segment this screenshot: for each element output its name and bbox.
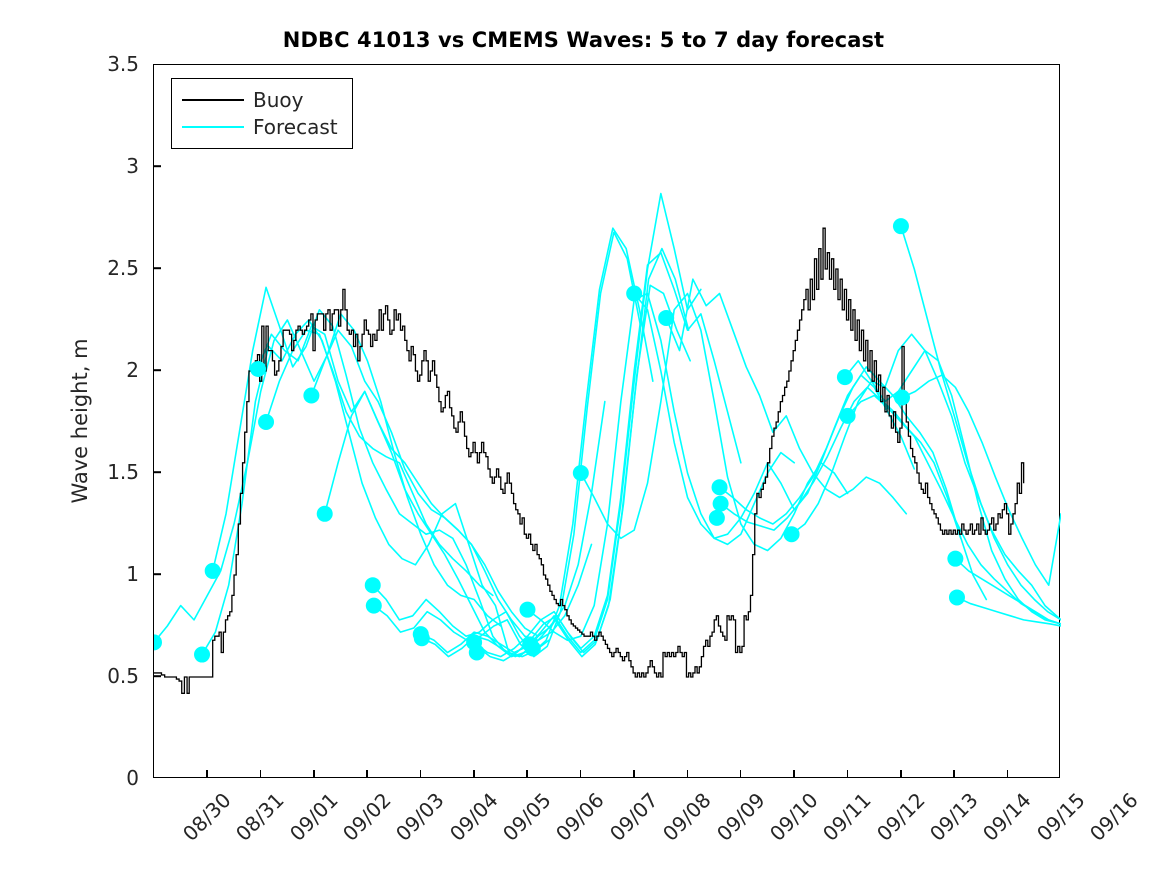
forecast-start-marker-16 [572, 465, 589, 481]
y-tick-label: 1 [126, 562, 139, 586]
x-tick-mark [686, 770, 689, 778]
legend-item-buoy: Buoy [182, 86, 338, 113]
page-title: NDBC 41013 vs CMEMS Waves: 5 to 7 day fo… [282, 28, 885, 52]
forecast-run-23 [901, 374, 1061, 586]
forecast-start-marker-7 [364, 577, 381, 594]
x-tick-mark [633, 770, 635, 778]
forecast-run-19 [790, 333, 1061, 621]
y-tick-label: 3.5 [107, 52, 139, 76]
forecast-run-7 [371, 227, 654, 654]
y-tick-mark [153, 369, 161, 371]
forecast-run-22 [900, 225, 1061, 621]
forecast-run-16 [665, 278, 908, 515]
forecast-run-8 [373, 231, 642, 658]
y-tick-label: 3 [126, 154, 139, 178]
forecast-run-4 [265, 329, 494, 597]
forecast-run-12 [475, 284, 691, 662]
forecast-start-marker-12 [468, 644, 485, 661]
y-tick-mark [153, 471, 161, 473]
forecast-run-5 [310, 329, 593, 642]
forecast-run-13 [526, 292, 796, 642]
legend-item-forecast: Forecast [182, 113, 338, 140]
legend-label-forecast: Forecast [253, 114, 338, 139]
x-tick-mark [473, 770, 475, 778]
forecast-run-0 [154, 313, 502, 644]
forecast-run-18 [719, 386, 962, 540]
x-tick-mark [899, 770, 902, 778]
forecast-run-10 [421, 247, 690, 658]
buoy-series-line [154, 227, 1025, 694]
forecast-start-marker-15 [524, 640, 541, 657]
y-tick-mark [153, 675, 161, 677]
x-tick-mark [206, 770, 208, 778]
forecast-run-21 [846, 394, 1061, 625]
forecast-start-marker-8 [365, 597, 382, 614]
forecast-run-1 [201, 319, 550, 658]
forecast-start-marker-28 [948, 589, 965, 606]
forecast-start-marker-2 [204, 562, 221, 579]
forecast-start-marker-26 [894, 389, 911, 406]
forecast-run-11 [473, 251, 742, 658]
y-tick-label: 0.5 [107, 664, 139, 688]
forecast-start-marker-22 [783, 526, 800, 543]
y-tick-label: 1.5 [107, 460, 139, 484]
forecast-start-marker-13 [519, 601, 536, 618]
forecast-run-24 [954, 557, 1061, 625]
y-tick-label: 0 [126, 766, 139, 790]
forecast-series-lines [154, 192, 1061, 662]
x-tick-mark [846, 770, 849, 778]
forecast-start-marker-17 [626, 285, 643, 302]
x-tick-mark [1006, 770, 1009, 778]
forecast-start-marker-23 [836, 369, 853, 386]
forecast-start-marker-10 [413, 630, 430, 647]
x-tick-mark [793, 770, 795, 778]
legend-swatch-forecast [182, 125, 244, 128]
forecast-start-marker-4 [258, 414, 275, 430]
y-tick-mark [153, 267, 161, 269]
forecast-start-marker-21 [712, 495, 729, 512]
chart-canvas [154, 192, 1061, 694]
x-tick-mark [739, 770, 742, 778]
forecast-start-marker-25 [892, 218, 909, 235]
forecast-start-marker-6 [316, 505, 333, 522]
forecast-start-marker-0 [154, 634, 162, 651]
forecast-marker-dots [154, 218, 965, 663]
y-tick-mark [153, 573, 161, 575]
forecast-start-marker-5 [303, 387, 320, 404]
forecast-start-marker-27 [947, 550, 964, 567]
x-tick-mark [579, 770, 582, 778]
x-tick-mark [419, 770, 422, 778]
legend-label-buoy: Buoy [253, 87, 304, 112]
legend: Buoy Forecast [171, 78, 353, 149]
forecast-run-25 [956, 596, 1061, 627]
x-tick-mark [259, 770, 262, 778]
forecast-start-marker-20 [711, 479, 728, 496]
x-tick-mark [526, 770, 529, 778]
x-tick-mark [313, 770, 315, 778]
forecast-run-17 [718, 366, 988, 601]
forecast-run-9 [419, 192, 702, 654]
legend-swatch-buoy [182, 98, 244, 101]
y-tick-label: 2.5 [107, 256, 139, 280]
forecast-run-2 [211, 286, 534, 658]
forecast-start-marker-19 [708, 509, 725, 526]
x-tick-mark [953, 770, 955, 778]
plot-area [153, 64, 1061, 778]
forecast-start-marker-18 [658, 309, 675, 326]
forecast-start-marker-24 [839, 407, 856, 424]
buoy-trace [154, 227, 1025, 694]
y-tick-mark [153, 165, 161, 167]
x-tick-mark [366, 770, 368, 778]
forecast-start-marker-1 [194, 646, 211, 663]
forecast-start-marker-3 [250, 360, 267, 377]
forecast-run-15 [633, 292, 916, 540]
y-tick-label: 2 [126, 358, 139, 382]
